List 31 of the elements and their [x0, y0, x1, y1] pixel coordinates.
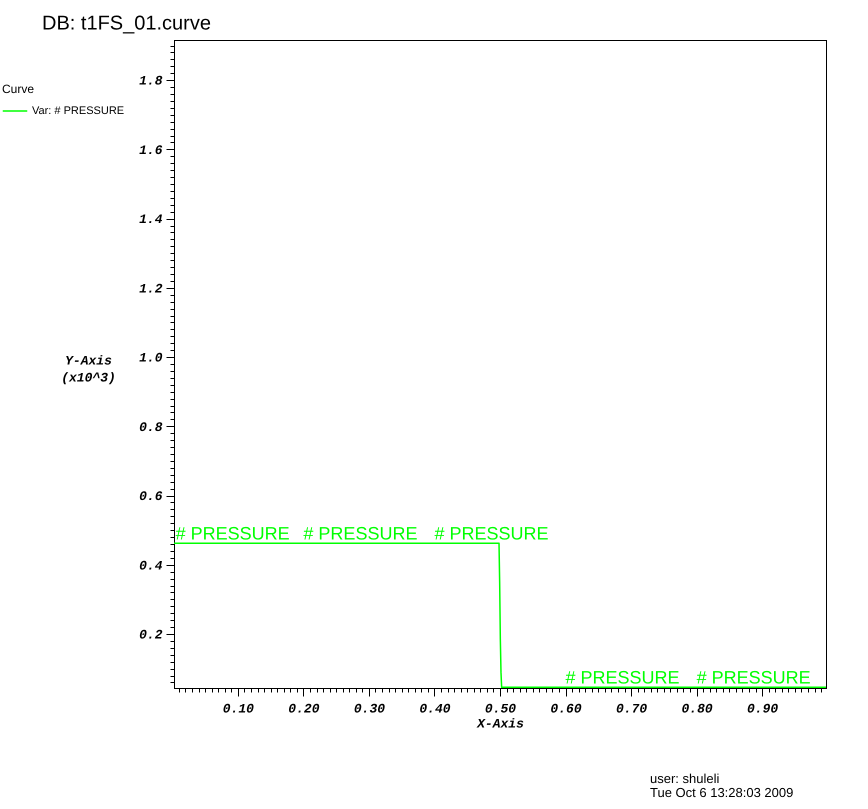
y-tick-label: 0.6 [139, 489, 163, 504]
line-series [174, 542, 826, 688]
x-tick-label: 0.90 [747, 702, 778, 716]
y-tick-label: 1.2 [139, 281, 163, 296]
x-tick-label: 0.80 [681, 702, 713, 716]
annotation: # PRESSURE [434, 523, 549, 544]
y-tick-label: 0.8 [139, 420, 163, 435]
legend-title: Curve [2, 82, 34, 96]
text: user: shuleli [650, 771, 720, 786]
x-tick-label: 0.50 [484, 702, 516, 716]
y-tick-label: 1.8 [139, 74, 163, 89]
x-tick-label: 0.60 [550, 702, 582, 716]
y-tick-label: 1.0 [139, 350, 163, 366]
x-tick-label: 0.20 [288, 702, 320, 716]
x-axis-title: X-Axis [476, 716, 524, 732]
annotation: # PRESSURE [566, 667, 680, 688]
y-tick-label: 0.4 [139, 558, 163, 574]
y-tick-label: 1.6 [139, 142, 163, 158]
x-tick-label: 0.30 [354, 702, 386, 716]
legend-label: Var: # PRESSURE [32, 105, 124, 117]
annotation: # PRESSURE [696, 667, 811, 688]
x-tick-label: 0.70 [616, 702, 648, 716]
annotation: # PRESSURE [176, 523, 290, 544]
y-axis-title: Y-Axis (x10^3) [61, 354, 116, 386]
text: Tue Oct 6 13:28:03 2009 [650, 785, 794, 800]
y-tick-label: 0.2 [139, 628, 163, 642]
chart-title: DB: t1FS_01.curve [42, 12, 211, 35]
y-tick-label: 1.4 [139, 212, 163, 228]
x-tick-label: 0.40 [419, 702, 451, 716]
x-tick-label: 0.10 [222, 702, 254, 716]
annotation: # PRESSURE [303, 523, 418, 544]
